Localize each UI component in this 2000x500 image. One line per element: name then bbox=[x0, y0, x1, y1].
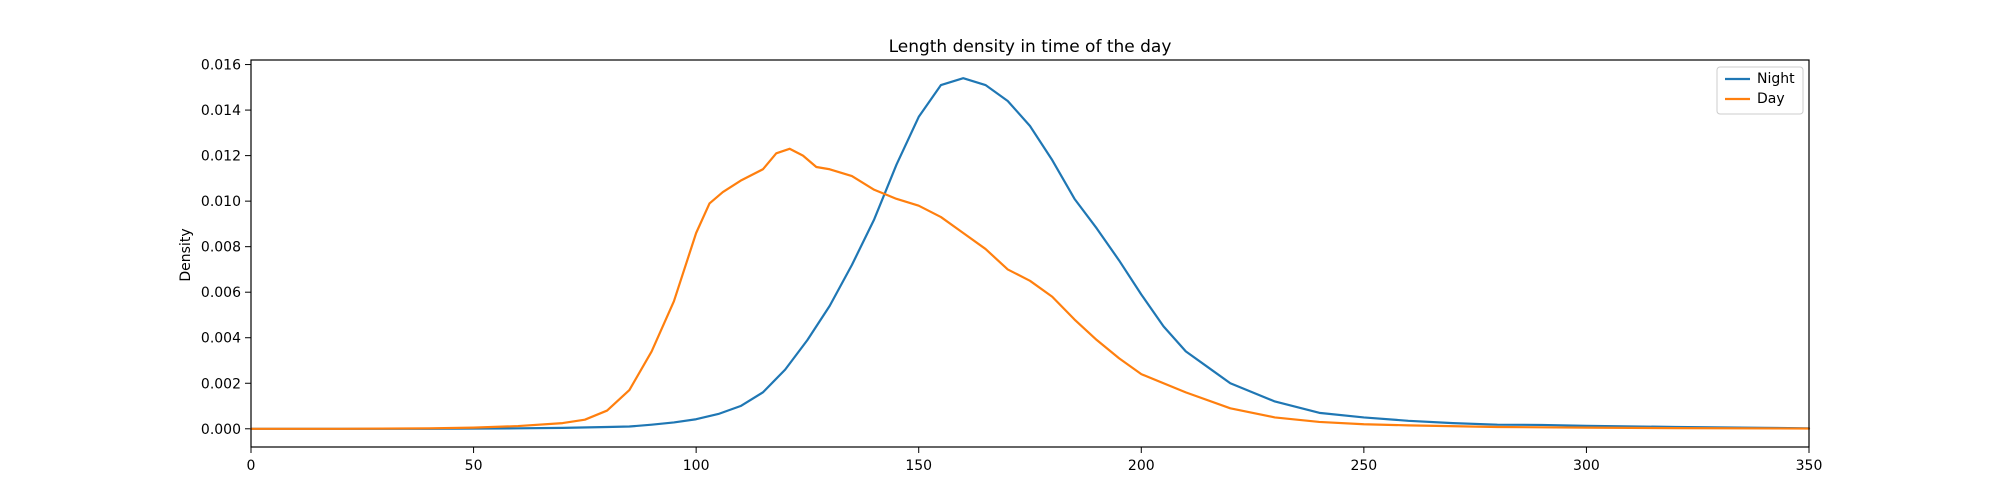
y-tick-label: 0.006 bbox=[201, 285, 241, 301]
y-axis-label: Density bbox=[178, 228, 194, 281]
chart-title: Length density in time of the day bbox=[889, 37, 1172, 57]
day-series-line bbox=[249, 147, 1811, 430]
series-layer bbox=[249, 77, 1811, 430]
y-tick-label: 0.014 bbox=[201, 103, 241, 119]
x-tick-label: 350 bbox=[1796, 458, 1823, 474]
x-tick-label: 250 bbox=[1350, 458, 1377, 474]
y-tick-label: 0.004 bbox=[201, 331, 241, 347]
plot-frame bbox=[250, 59, 1810, 448]
y-tick-label: 0.000 bbox=[201, 422, 241, 438]
y-axis: 0.000 0.002 0.004 0.006 0.008 0.010 0.012 0.014… bbox=[201, 58, 251, 438]
y-tick-label: 0.010 bbox=[201, 194, 241, 210]
y-tick-label: 0.016 bbox=[201, 58, 241, 74]
y-tick-label: 0.008 bbox=[201, 240, 241, 256]
night-series-line bbox=[249, 77, 1811, 430]
legend-day-label: Day bbox=[1757, 91, 1785, 107]
x-tick-label: 200 bbox=[1128, 458, 1155, 474]
x-axis: 0 50 100 150 200 250 300 350 bbox=[247, 447, 1823, 474]
x-tick-label: 150 bbox=[905, 458, 932, 474]
y-tick-label: 0.012 bbox=[201, 149, 241, 165]
legend: Night Day bbox=[1716, 66, 1804, 115]
x-tick-label: 50 bbox=[465, 458, 483, 474]
x-tick-label: 0 bbox=[247, 458, 256, 474]
y-tick-label: 0.002 bbox=[201, 376, 241, 392]
x-tick-label: 300 bbox=[1573, 458, 1600, 474]
x-tick-label: 100 bbox=[683, 458, 710, 474]
legend-night-label: Night bbox=[1757, 71, 1795, 87]
